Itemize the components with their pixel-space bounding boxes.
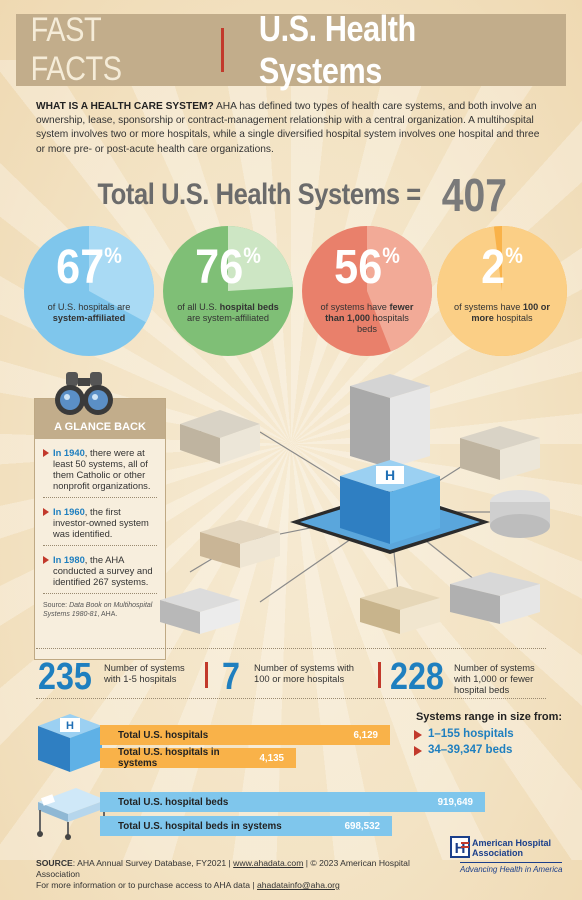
stat-circle-hospitals-affiliated: 67% of U.S. hospitals are system-affilia… — [24, 226, 154, 356]
building-left-mid — [200, 520, 280, 568]
circle-caption: of all U.S. hospital beds are system-aff… — [177, 302, 279, 323]
stat-label: Number of systems with 1-5 hospitals — [104, 662, 185, 684]
stat-value: 7 — [222, 656, 240, 698]
divider — [43, 497, 157, 498]
circle-caption: of systems have fewer than 1,000 hospita… — [320, 302, 414, 334]
arrow-icon — [414, 730, 422, 740]
central-hospital-building: H — [340, 460, 440, 544]
circle-caption: of U.S. hospitals are system-affiliated — [47, 302, 131, 323]
circle-caption: of systems have 100 or more hospitals — [453, 302, 550, 323]
divider — [43, 593, 157, 594]
stat-1-5-hospitals: 235 Number of systems with 1-5 hospitals — [38, 656, 185, 699]
glance-item: In 1980, the AHA conducted a survey and … — [43, 554, 157, 587]
circle-value: 2% — [481, 241, 523, 294]
bar-total-hospitals: Total U.S. hospitals 6,129 — [100, 725, 390, 745]
bar-label: Total U.S. hospitals in systems — [118, 747, 220, 769]
building-left-top — [180, 410, 260, 464]
range-item-hospitals: 1–155 hospitals — [414, 728, 564, 740]
hospital-bed-icon — [37, 788, 107, 840]
range-title: Systems range in size from: — [415, 711, 563, 723]
footer-source: SOURCE: AHA Annual Survey Database, FY20… — [36, 858, 410, 879]
total-value: 407 — [441, 169, 507, 221]
stat-value: 228 — [390, 656, 444, 698]
binoculars-icon — [55, 372, 113, 415]
stat-value: 235 — [38, 656, 92, 698]
hospital-building-icon: H — [38, 714, 102, 772]
stat-label: Number of systems with 1,000 or fewer ho… — [454, 662, 535, 695]
building-bottom-center — [360, 586, 440, 634]
fast-facts-label: FAST FACTS — [30, 11, 122, 88]
size-range-box: Systems range in size from: 1–155 hospit… — [414, 711, 564, 756]
svg-text:H: H — [66, 720, 74, 732]
arrow-icon — [43, 556, 49, 564]
divider — [43, 545, 157, 546]
divider-bottom — [36, 698, 546, 699]
bar-label: Total U.S. hospital beds — [118, 796, 229, 808]
arrow-icon — [43, 508, 49, 516]
range-item-beds: 34–39,347 beds — [414, 744, 564, 756]
glance-item: In 1940, there were at least 50 systems,… — [43, 447, 157, 491]
stat-100-hospitals: 7 Number of systems with 100 or more hos… — [222, 656, 354, 699]
bar-label: Total U.S. hospitals — [118, 729, 209, 741]
circle-value: 76% — [195, 241, 261, 294]
total-label: Total U.S. Health Systems = — [97, 178, 422, 211]
header-divider — [220, 28, 224, 72]
bar-value: 698,532 — [344, 820, 380, 832]
circle-wedge — [89, 226, 154, 323]
circle-value: 56% — [334, 241, 400, 294]
ahadata-link[interactable]: www.ahadata.com — [233, 858, 304, 868]
stat-circle-fewer-beds: 56% of systems have fewer than 1,000 hos… — [302, 226, 432, 356]
page-title: U.S. Health Systems — [258, 8, 416, 91]
circle-wedge — [367, 226, 432, 353]
building-right-round — [490, 490, 550, 538]
stat-divider — [378, 662, 381, 688]
total-systems: Total U.S. Health Systems = 407 — [0, 168, 582, 222]
building-bottom-left — [160, 588, 240, 634]
svg-text:H: H — [455, 840, 466, 857]
bar-value: 6,129 — [353, 729, 378, 741]
arrow-icon — [43, 449, 49, 457]
bar-hospitals-in-systems: Total U.S. hospitals in systems 4,135 — [100, 747, 296, 769]
intro-lead: WHAT IS A HEALTH CARE SYSTEM? — [36, 101, 214, 112]
intro-body: AHA has defined two types of health care… — [36, 101, 540, 155]
circle-wedge — [437, 226, 567, 356]
footer: SOURCE: AHA Annual Survey Database, FY20… — [36, 858, 436, 891]
arrow-icon — [414, 746, 422, 756]
bar-value: 919,649 — [437, 796, 473, 808]
footer-more: For more information or to purchase acce… — [36, 880, 340, 890]
stat-divider — [205, 662, 208, 688]
glance-source: Source: Data Book on Multihospital Syste… — [43, 602, 153, 618]
bar-label: Total U.S. hospital beds in systems — [118, 820, 282, 832]
building-bottom-right — [450, 572, 540, 624]
stat-1000-beds: 228 Number of systems with 1,000 or fewe… — [390, 656, 535, 699]
aha-h-logo-icon: H — [450, 836, 470, 858]
building-right-top — [460, 426, 540, 480]
stat-circle-100-hospitals: 2% of systems have 100 or more hospitals — [437, 226, 567, 356]
stat-label: Number of systems with 100 or more hospi… — [254, 662, 355, 684]
header-banner: FAST FACTS U.S. Health Systems — [16, 8, 566, 91]
health-system-network-illustration: H — [160, 374, 550, 634]
glance-back-panel: A GLANCE BACK In 1940, there were at lea… — [34, 398, 166, 660]
intro-paragraph: WHAT IS A HEALTH CARE SYSTEM? AHA has de… — [36, 100, 548, 157]
bar-value: 4,135 — [259, 752, 284, 764]
aha-name: American Hospital Association — [472, 838, 552, 858]
circle-value: 67% — [56, 241, 122, 294]
aha-tagline: Advancing Health in America — [460, 862, 563, 874]
bar-total-beds: Total U.S. hospital beds 919,649 — [100, 792, 485, 812]
bar-beds-in-systems: Total U.S. hospital beds in systems 698,… — [100, 816, 392, 836]
divider-top — [36, 648, 546, 649]
circle-wedge — [228, 226, 293, 291]
svg-text:H: H — [385, 467, 395, 483]
building-top-tower — [350, 374, 430, 468]
glance-item: In 1960, the first investor-owned system… — [43, 506, 157, 539]
ahadatainfo-email-link[interactable]: ahadatainfo@aha.org — [257, 880, 340, 890]
stat-circle-beds-affiliated: 76% of all U.S. hospital beds are system… — [163, 226, 293, 356]
